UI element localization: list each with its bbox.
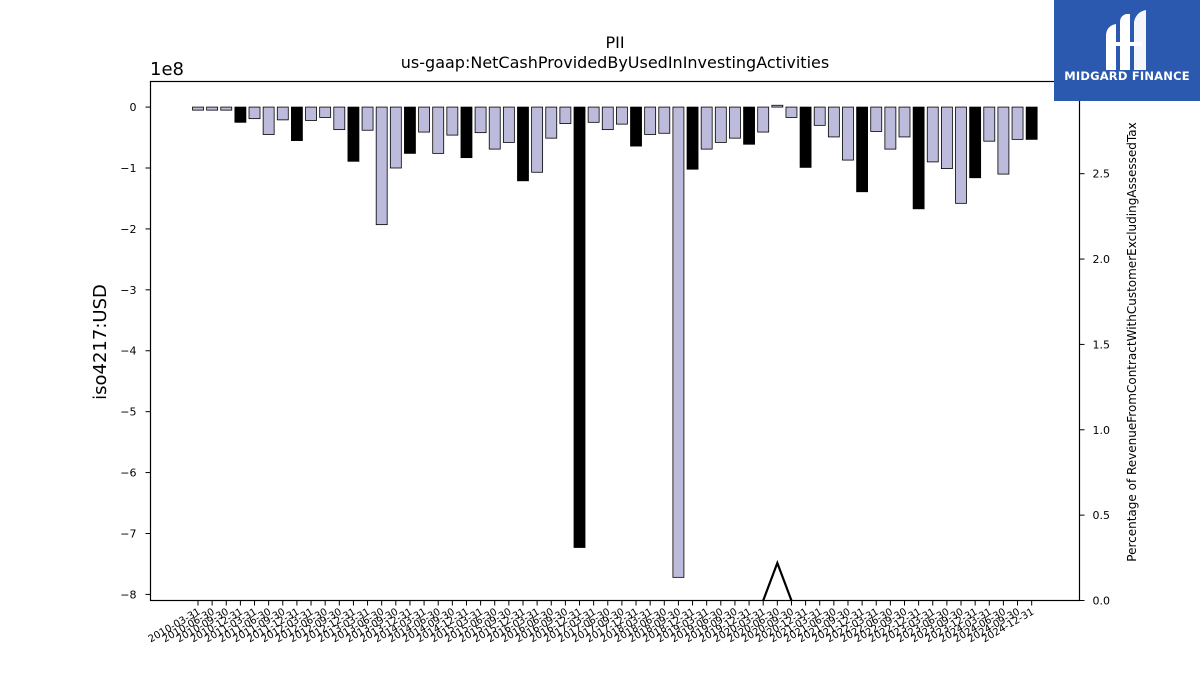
bar-2023-12-31 [969, 106, 982, 179]
bar-2023-09-30 [955, 106, 967, 204]
bar-2017-06-30 [601, 106, 614, 131]
y2-tick-label: 0.0 [1093, 595, 1111, 608]
bar-2023-06-30 [940, 106, 953, 170]
y2-tick-label: 1.5 [1093, 338, 1111, 351]
bar-2012-12-31 [347, 106, 360, 162]
bar-2017-09-30 [616, 106, 628, 125]
bar-2016-12-31 [573, 106, 586, 548]
bars [192, 104, 1038, 578]
bar-2010-12-31 [234, 106, 247, 123]
y-tick-label: −6 [120, 467, 136, 480]
bar-2014-03-31 [418, 106, 430, 133]
bar-2010-06-30 [206, 106, 219, 111]
bar-2023-03-31 [926, 106, 939, 163]
bar-2011-12-31 [291, 106, 303, 141]
bar-2020-03-31 [757, 106, 770, 133]
chart-subtitle: us-gaap:NetCashProvidedByUsedInInvesting… [401, 53, 829, 72]
y2-tick-label: 1.0 [1093, 424, 1111, 437]
bar-2024-06-30 [997, 106, 1010, 175]
bar-2012-03-31 [305, 106, 317, 121]
bar-2011-09-30 [276, 106, 289, 121]
y-axis-label: iso4217:USD [90, 284, 111, 400]
bar-2021-03-31 [813, 106, 826, 126]
bar-2013-06-30 [375, 106, 388, 226]
bar-2010-09-30 [220, 106, 233, 111]
bar-2011-06-30 [262, 106, 275, 135]
watermark-logo: MIDGARD FINANCE [1054, 0, 1200, 101]
bar-2018-12-31 [686, 106, 699, 170]
bar-2014-06-30 [432, 106, 445, 154]
bar-2012-06-30 [319, 106, 332, 118]
bar-2010-03-31 [192, 106, 204, 111]
bar-2021-06-30 [827, 106, 840, 138]
bar-2021-12-31 [856, 106, 869, 193]
bar-2019-12-31 [743, 106, 755, 145]
bar-2024-12-31 [1025, 106, 1038, 140]
bar-2016-03-31 [531, 106, 544, 173]
bar-2020-09-30 [785, 106, 798, 118]
bar-2011-03-31 [248, 106, 261, 120]
y-tick-label: −3 [120, 284, 136, 297]
bar-2019-09-30 [729, 106, 741, 139]
bar-2015-12-31 [517, 106, 529, 182]
bar-2013-12-31 [404, 106, 416, 154]
y2-tick-label: 0.5 [1093, 509, 1111, 522]
bar-2022-06-30 [884, 106, 897, 150]
midgard-logo-icon [1106, 10, 1146, 70]
bar-2018-03-31 [644, 106, 657, 135]
bar-2020-12-31 [799, 106, 812, 168]
chart-title: PII [605, 33, 624, 52]
bar-2013-03-31 [361, 106, 374, 131]
y2-tick-label: 2.0 [1093, 253, 1111, 266]
bar-2012-09-30 [333, 106, 346, 131]
y-tick-label: 0 [130, 101, 137, 114]
bar-2016-06-30 [545, 106, 558, 139]
bar-2021-09-30 [842, 106, 854, 161]
axis-ticks: 0−1−2−3−4−5−6−7−80.00.51.01.52.02.53.020… [120, 82, 1110, 645]
bar-2022-12-31 [912, 106, 925, 210]
bar-2015-09-30 [502, 106, 515, 143]
plot-frame [149, 80, 1081, 602]
bar-2015-06-30 [488, 106, 501, 150]
bar-2014-09-30 [446, 106, 459, 136]
bar-2017-03-31 [587, 106, 600, 123]
y-tick-label: −2 [120, 223, 136, 236]
y-tick-label: −4 [120, 345, 136, 358]
bar-2014-12-31 [460, 106, 473, 159]
bar-2013-09-30 [389, 106, 402, 169]
bar-2016-09-30 [559, 106, 572, 124]
bar-2019-06-30 [714, 106, 727, 143]
bar-2020-06-30 [771, 104, 784, 108]
y-tick-label: −5 [120, 406, 136, 419]
y2-tick-label: 2.5 [1093, 168, 1111, 181]
y2-axis-label: Percentage of RevenueFromContractWithCus… [1125, 122, 1139, 561]
bar-2024-03-31 [983, 106, 996, 142]
y-tick-label: −8 [120, 588, 136, 601]
watermark-brand-text: MIDGARD FINANCE [1064, 69, 1190, 83]
bar-2018-06-30 [658, 106, 671, 134]
y-tick-label: −7 [120, 527, 136, 540]
y-axis-offset-label: 1e8 [150, 59, 184, 80]
bar-2022-03-31 [870, 106, 883, 132]
bar-2024-09-30 [1011, 106, 1024, 140]
bar-2018-09-30 [672, 106, 685, 578]
bar-2022-09-30 [898, 106, 911, 138]
bar-2015-03-31 [474, 106, 487, 134]
right-axis-series [762, 559, 793, 601]
y-tick-label: −1 [120, 162, 136, 175]
bar-2019-03-31 [700, 106, 713, 150]
right-axis-line [762, 559, 793, 601]
bar-2017-12-31 [630, 106, 642, 147]
